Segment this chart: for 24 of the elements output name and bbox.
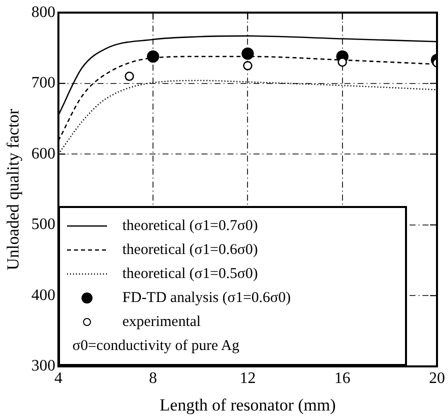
x-tick-label: 12 [240,370,256,388]
x-axis-title: Length of resonator (mm) [160,395,336,414]
point [242,47,254,60]
y-tick-label: 400 [31,286,56,304]
annotation: σ0=conductivity of pure Ag [71,336,240,356]
y-axis-title: Unloaded quality factor [4,108,23,270]
y-tick-label: 300 [31,358,56,375]
y-tick-label: 600 [31,145,56,162]
legend-label: theoretical (σ1=0.6σ0) [122,242,258,259]
point [338,57,347,67]
x-tick-label: 16 [334,370,350,388]
legend-label: theoretical (σ1=0.5σ0) [122,266,258,283]
point [124,72,134,81]
y-tick-label: 500 [31,216,56,234]
point [146,50,160,63]
x-tick-label: 8 [149,370,158,388]
x-tick-label: 4 [54,370,62,388]
y-tick-label: 700 [31,74,56,92]
legend-label: experimental [122,314,201,331]
legend-label: FD-TD analysis (σ1=0.6σ0) [122,290,291,307]
point [243,61,252,70]
x-tick-label: 20 [429,370,445,388]
legend-label: theoretical (σ1=0.7σ0) [122,218,258,235]
y-tick-label: 800 [31,4,56,21]
